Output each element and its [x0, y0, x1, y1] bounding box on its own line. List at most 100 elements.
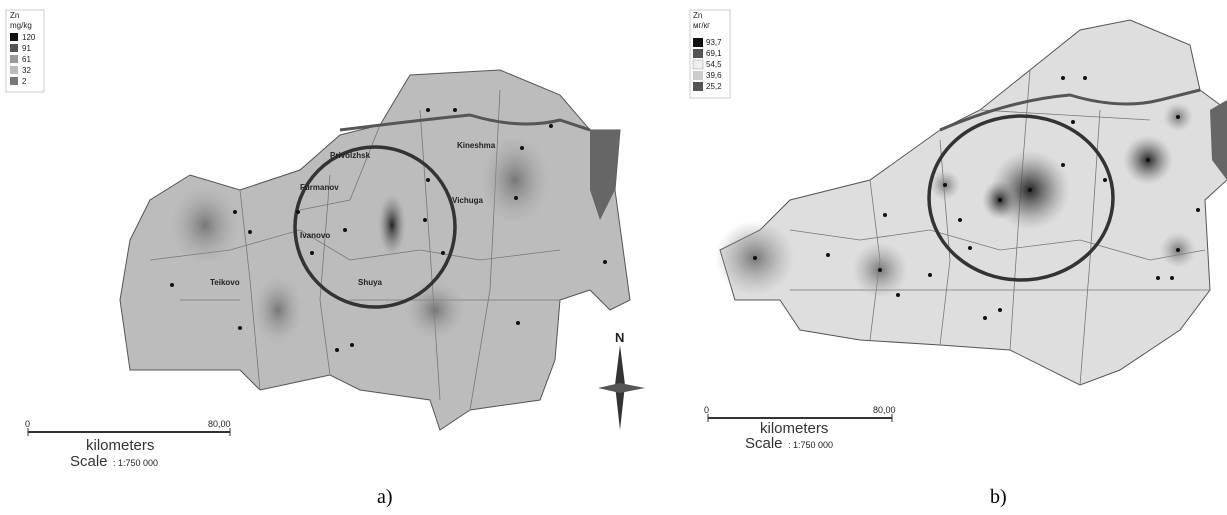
sample-point	[1061, 163, 1065, 167]
legend-swatch	[693, 49, 703, 58]
sample-point	[1170, 276, 1174, 280]
legend-unit: мг/кг	[693, 21, 710, 30]
sample-point	[998, 308, 1002, 312]
legend-swatch	[598, 383, 645, 393]
sample-point	[453, 108, 457, 112]
sample-point	[1083, 76, 1087, 80]
sample-point	[1176, 248, 1180, 252]
legend-label: 25,2	[706, 82, 722, 91]
anomaly	[170, 185, 240, 265]
sample-point	[1156, 276, 1160, 280]
scale-end: 80,00	[208, 419, 231, 429]
map-b: Zn мг/кг 93,7 69,1 54,5 39,6 25,2 0 80,0…	[690, 10, 1227, 508]
sample-point	[310, 251, 314, 255]
north-arrow: N	[598, 330, 645, 430]
legend: Zn mg/kg 120 91 61 32 2	[6, 10, 44, 92]
sample-point	[426, 108, 430, 112]
scale-start: 0	[25, 419, 30, 429]
sample-point	[350, 343, 354, 347]
legend-label: 93,7	[706, 38, 722, 47]
legend-swatch	[10, 44, 18, 52]
anomaly	[405, 280, 465, 340]
scale-bar: 0 80,00 kilometers Scale : 1:750 000	[704, 405, 896, 452]
sample-point	[170, 283, 174, 287]
scale-ratio: : 1:750 000	[113, 458, 158, 468]
sample-point	[248, 230, 252, 234]
legend-title: Zn	[10, 11, 19, 20]
figure: Privolzhsk Kineshma Furmanov Vichuga Iva…	[0, 0, 1227, 515]
scale-ratio: : 1:750 000	[788, 440, 833, 450]
sample-point	[968, 246, 972, 250]
sample-point	[516, 321, 520, 325]
sample-point	[1103, 178, 1107, 182]
sample-point	[233, 210, 237, 214]
legend-label: 2	[22, 77, 27, 86]
sample-point	[1176, 115, 1180, 119]
scale-label: Scale	[745, 435, 783, 452]
caption: b)	[990, 486, 1007, 508]
legend-swatch	[693, 82, 703, 91]
legend-swatch	[10, 55, 18, 63]
sample-point	[983, 316, 987, 320]
anomaly	[253, 275, 303, 345]
sample-point	[1146, 158, 1150, 162]
sample-point	[1196, 208, 1200, 212]
sample-point	[238, 326, 242, 330]
sample-point	[423, 218, 427, 222]
legend-label: 61	[22, 55, 31, 64]
sample-point	[826, 253, 830, 257]
legend-swatch	[10, 66, 18, 74]
legend-swatch	[693, 38, 703, 47]
legend-unit: mg/kg	[10, 21, 32, 30]
sample-point	[514, 196, 518, 200]
scale-unit: kilometers	[86, 437, 154, 454]
sample-point	[520, 146, 524, 150]
legend-label: 91	[22, 44, 31, 53]
scale-bar: 0 80,00 kilometers Scale : 1:750 000	[25, 419, 231, 470]
legend-swatch	[693, 60, 703, 69]
sample-point	[878, 268, 882, 272]
anomaly	[378, 193, 406, 257]
sample-point	[958, 218, 962, 222]
sample-point	[998, 198, 1002, 202]
sample-point	[603, 260, 607, 264]
legend-title: Zn	[693, 11, 702, 20]
legend-label: 32	[22, 66, 31, 75]
place-label: Furmanov	[300, 183, 339, 192]
sample-point	[549, 124, 553, 128]
sample-point	[943, 183, 947, 187]
sample-point	[896, 293, 900, 297]
place-label: Kineshma	[457, 141, 496, 150]
legend-label: 69,1	[706, 49, 722, 58]
sample-point	[883, 213, 887, 217]
scale-start: 0	[704, 405, 709, 415]
sample-point	[753, 256, 757, 260]
sample-point	[441, 251, 445, 255]
legend-label: 120	[22, 33, 36, 42]
place-label: Vichuga	[452, 196, 484, 205]
scale-end: 80,00	[873, 405, 896, 415]
sample-point	[1028, 188, 1032, 192]
legend-swatch	[10, 77, 18, 85]
place-label: Shuya	[358, 278, 383, 287]
place-label: Privolzhsk	[330, 151, 371, 160]
place-label: Teikovo	[210, 278, 240, 287]
scale-label: Scale	[70, 453, 108, 470]
legend: Zn мг/кг 93,7 69,1 54,5 39,6 25,2	[690, 10, 730, 98]
legend-swatch	[693, 71, 703, 80]
sample-point	[928, 273, 932, 277]
sample-point	[1071, 120, 1075, 124]
sample-point	[335, 348, 339, 352]
legend-label: 54,5	[706, 60, 722, 69]
sample-point	[343, 228, 347, 232]
sample-point	[1061, 76, 1065, 80]
map-a: Privolzhsk Kineshma Furmanov Vichuga Iva…	[6, 10, 645, 508]
north-label: N	[615, 330, 624, 345]
sample-point	[296, 210, 300, 214]
place-label: Ivanovo	[300, 231, 330, 240]
region	[720, 20, 1227, 385]
sample-point	[426, 178, 430, 182]
legend-swatch	[10, 33, 18, 41]
legend-label: 39,6	[706, 71, 722, 80]
caption: a)	[377, 486, 393, 508]
